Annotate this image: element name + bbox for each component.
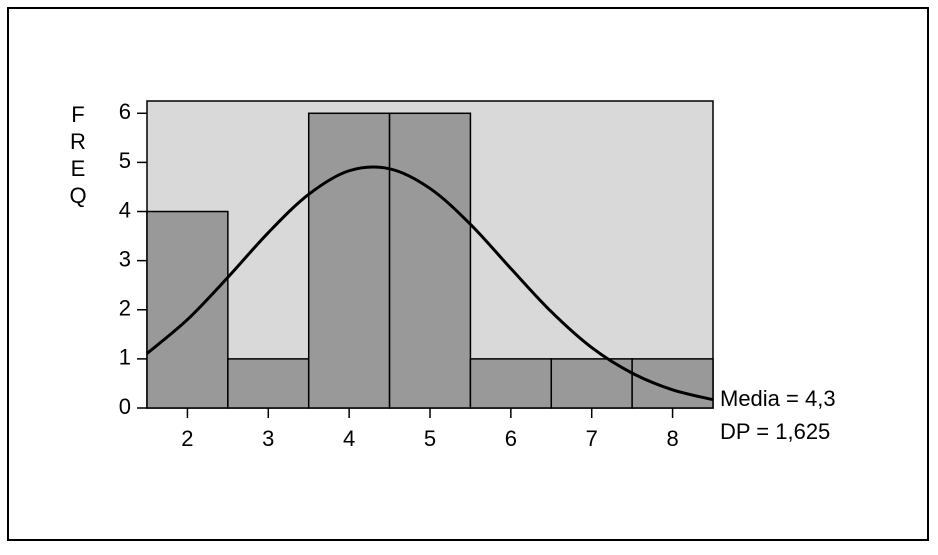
y-tick-label: 4 (119, 197, 131, 222)
y-tick-label: 0 (119, 394, 131, 419)
y-axis-label: FREQ (66, 102, 91, 210)
bar (631, 358, 714, 409)
normal-curve (146, 165, 714, 402)
x-tick-label: 2 (181, 426, 193, 451)
y-tick-label: 2 (119, 296, 131, 321)
y-tick-label: 3 (119, 246, 131, 271)
y-tick-label: 1 (119, 345, 131, 370)
annotation: DP = 1,625 (720, 419, 830, 444)
x-tick-label: 5 (424, 426, 436, 451)
x-tick-label: 4 (343, 426, 355, 451)
y-tick-label: 6 (119, 99, 131, 124)
bar (146, 210, 229, 409)
bar (227, 358, 310, 409)
bar (469, 358, 553, 409)
y-tick-label: 5 (119, 148, 131, 173)
frame (7, 7, 929, 541)
x-tick-label: 6 (505, 426, 517, 451)
x-tick-label: 3 (262, 426, 274, 451)
bar (388, 112, 472, 409)
bar (307, 112, 391, 409)
x-tick-label: 7 (586, 426, 598, 451)
annotation: Media = 4,3 (720, 386, 836, 411)
x-tick-label: 8 (666, 426, 678, 451)
